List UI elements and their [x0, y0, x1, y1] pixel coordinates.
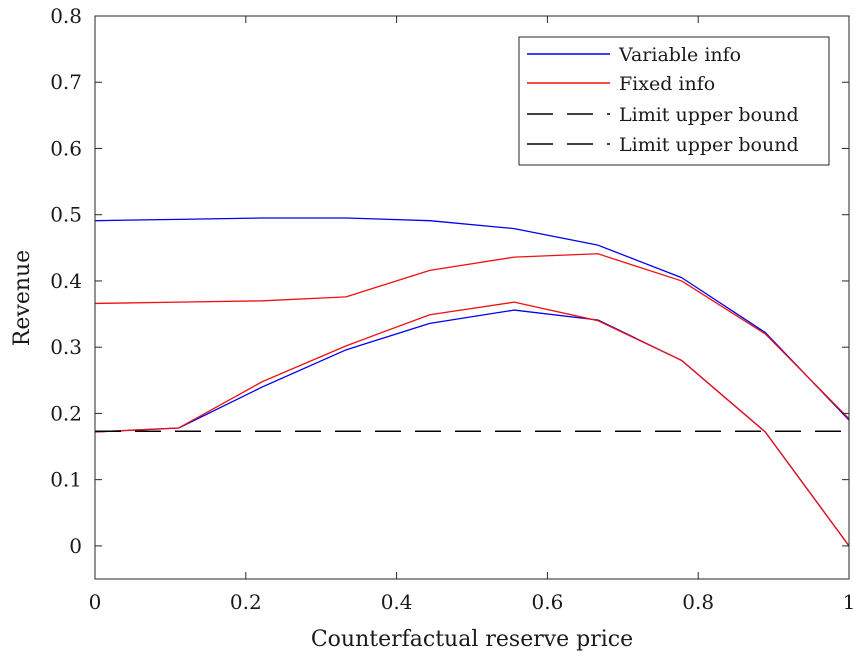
x-tick-label: 0.2 — [230, 590, 262, 614]
tick-layer: 0 0.2 0.4 0.6 0.8 1 0 0.1 0.2 0.3 0.4 0.5 0.6 0.7 0.8 — [50, 4, 854, 614]
y-tick-label: 0.7 — [50, 70, 82, 94]
y-tick-label: 0.6 — [50, 136, 82, 160]
y-tick-label: 0.8 — [50, 4, 82, 28]
y-tick-label: 0 — [69, 534, 82, 558]
legend-label-limit-upper-bound-2: Limit upper bound — [619, 134, 799, 156]
legend: Variable info Fixed info Limit upper bou… — [518, 36, 830, 166]
x-tick-label: 0.6 — [531, 590, 563, 614]
y-tick-label: 0.5 — [50, 203, 82, 227]
y-tick-label: 0.1 — [50, 468, 82, 492]
x-tick-label: 1 — [843, 590, 854, 614]
series-line-1 — [94, 217, 850, 421]
legend-label-variable-info: Variable info — [618, 44, 741, 66]
y-tick-label: 0.4 — [50, 269, 82, 293]
x-tick-label: 0.4 — [381, 590, 413, 614]
series-line-4 — [94, 301, 850, 547]
x-tick-label: 0.8 — [682, 590, 714, 614]
y-tick-label: 0.3 — [50, 335, 82, 359]
plot-frame — [94, 15, 850, 580]
x-tick-label: 0 — [89, 590, 102, 614]
series-line-3 — [94, 309, 850, 547]
series-line-2 — [94, 253, 850, 420]
legend-label-limit-upper-bound-1: Limit upper bound — [619, 104, 799, 126]
series-layer — [94, 217, 850, 547]
y-axis-label: Revenue — [10, 250, 35, 346]
legend-label-fixed-info: Fixed info — [619, 73, 715, 95]
y-tick-label: 0.2 — [50, 401, 82, 425]
x-axis-label: Counterfactual reserve price — [311, 627, 633, 652]
